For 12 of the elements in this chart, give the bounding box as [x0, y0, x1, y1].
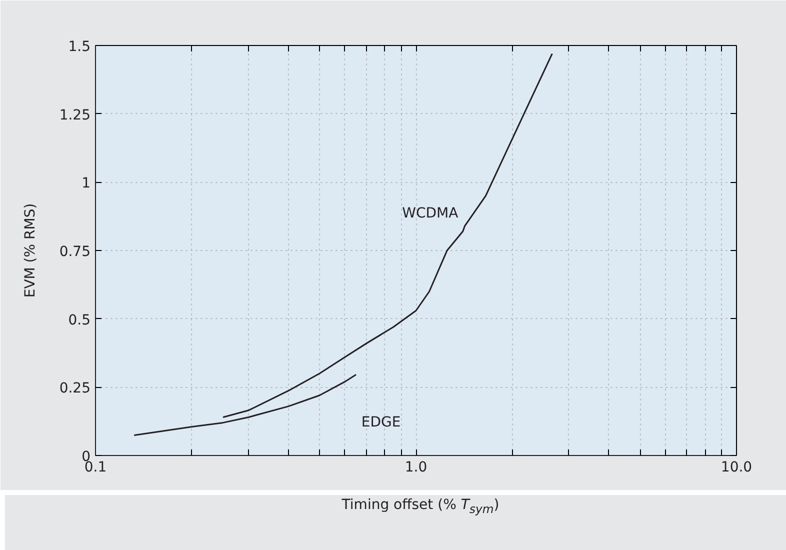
- y-axis-title: EVM (% RMS): [22, 203, 38, 298]
- series-label: WCDMA: [402, 206, 459, 222]
- y-tick-label: 0.75: [59, 244, 90, 260]
- y-tick-label: 1.5: [68, 39, 90, 55]
- y-tick-label: 0.5: [68, 312, 90, 328]
- text: EDGE: [361, 414, 401, 431]
- x-axis-title: Timing offset (% T$_{sym}$): [342, 496, 500, 518]
- y-tick-label: 0.25: [59, 380, 90, 397]
- y-tick-label: 1.25: [59, 107, 90, 124]
- y-tick-label: 1: [82, 176, 91, 192]
- x-tick-label: 1.0: [404, 460, 428, 476]
- x-tick-label: 10.0: [720, 460, 752, 476]
